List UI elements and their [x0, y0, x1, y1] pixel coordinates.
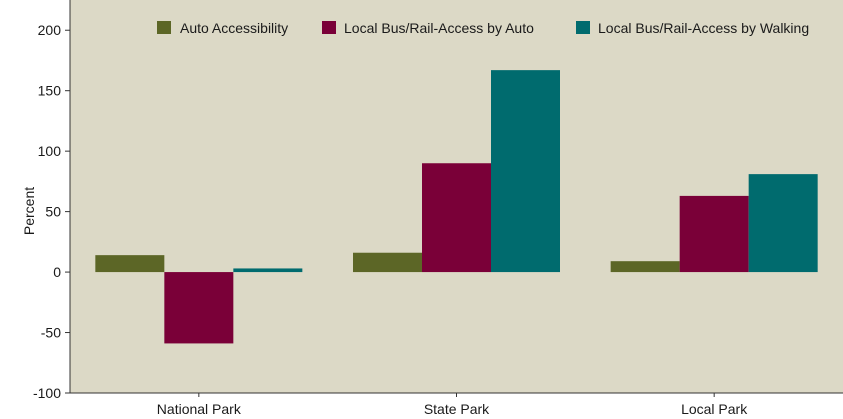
- y-tick-label: -100: [33, 385, 61, 401]
- legend-swatch: [576, 21, 590, 34]
- y-axis-title: Percent: [21, 187, 37, 235]
- bar: [610, 261, 680, 273]
- bar: [491, 70, 560, 273]
- bar: [422, 163, 491, 273]
- bar: [95, 255, 165, 273]
- bar: [353, 252, 422, 273]
- y-tick-label: 50: [45, 204, 61, 220]
- legend-label: Auto Accessibility: [180, 20, 288, 36]
- y-tick-label: -50: [41, 325, 61, 341]
- legend-label: Local Bus/Rail-Access by Walking: [598, 20, 809, 36]
- x-tick-label: Local Park: [681, 401, 748, 417]
- legend-swatch: [322, 21, 336, 34]
- legend-label: Local Bus/Rail-Access by Auto: [344, 20, 534, 36]
- bar: [164, 272, 234, 344]
- bar: [233, 268, 303, 273]
- y-tick-label: 150: [38, 83, 62, 99]
- legend-swatch: [157, 21, 171, 34]
- y-tick-label: 200: [38, 22, 62, 38]
- bar: [679, 195, 749, 273]
- y-tick-label: 0: [53, 264, 61, 280]
- x-tick-label: National Park: [157, 401, 242, 417]
- y-tick-label: 100: [38, 143, 62, 159]
- x-tick-label: State Park: [424, 401, 490, 417]
- bar: [748, 174, 818, 273]
